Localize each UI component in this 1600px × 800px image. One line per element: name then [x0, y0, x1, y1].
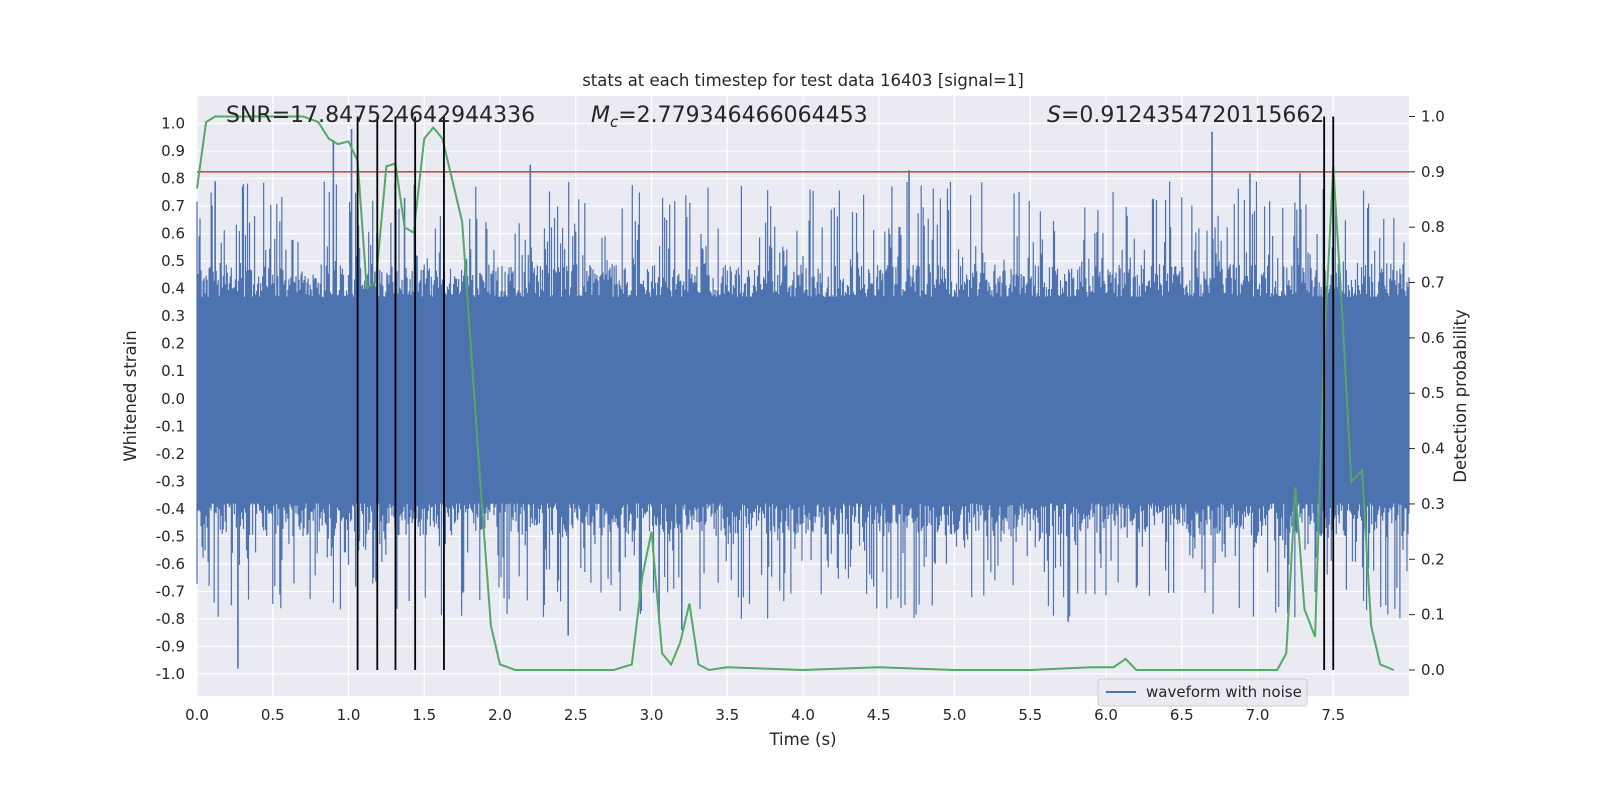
- y-tick-label-left: 1.0: [161, 115, 185, 133]
- x-tick-label: 0.0: [185, 706, 209, 724]
- y-tick-label-left: -0.2: [156, 445, 185, 463]
- y-tick-label-left: 0.6: [161, 225, 185, 243]
- y-tick-label-right: 0.2: [1421, 550, 1445, 568]
- snr-annotation: SNR=17.847524642944336: [226, 103, 535, 128]
- x-tick-label: 7.5: [1321, 706, 1345, 724]
- axes: 0.0 0.5 1.0 1.5 2.0 2.5 3.0 3.5 4.0 4.5 5.0 5.5 6.0 6…: [156, 107, 1445, 724]
- y-tick-label-left: 0.2: [161, 335, 185, 353]
- y-tick-label-left: -0.3: [156, 472, 185, 490]
- y-tick-label-left: -1.0: [156, 665, 185, 683]
- legend-box: [1097, 678, 1308, 707]
- y-tick-label-left: 0.0: [161, 390, 185, 408]
- x-tick-label: 1.0: [337, 706, 361, 724]
- y-tick-label-left: 0.3: [161, 307, 185, 325]
- y-tick-label-left: 0.1: [161, 362, 185, 380]
- y-tick-label-right: 0.0: [1421, 661, 1445, 679]
- x-tick-label: 5.0: [943, 706, 967, 724]
- y-tick-label-left: -0.8: [156, 610, 185, 628]
- y-tick-label-left: -0.5: [156, 527, 185, 545]
- x-tick-label: 4.5: [867, 706, 891, 724]
- y-tick-label-left: -0.1: [156, 417, 185, 435]
- waveform-core-band: [197, 296, 1409, 504]
- y-tick-label-right: 0.5: [1421, 384, 1445, 402]
- y-tick-label-left: 0.4: [161, 280, 185, 298]
- x-tick-label: 3.5: [715, 706, 739, 724]
- y-tick-label-left: -0.7: [156, 582, 185, 600]
- y-tick-label-right: 0.1: [1421, 606, 1445, 624]
- y-axis-label-left: Whitened strain: [121, 330, 140, 461]
- x-tick-label: 6.5: [1170, 706, 1194, 724]
- y-tick-label-right: 0.9: [1421, 163, 1445, 181]
- y-tick-label-right: 0.6: [1421, 329, 1445, 347]
- legend-label: waveform with noise: [1146, 683, 1302, 701]
- y-tick-label-left: 0.5: [161, 252, 185, 270]
- x-tick-label: 7.0: [1246, 706, 1270, 724]
- x-tick-label: 0.5: [261, 706, 285, 724]
- y-tick-label-right: 1.0: [1421, 107, 1445, 125]
- x-tick-label: 4.0: [791, 706, 815, 724]
- x-tick-label: 1.5: [412, 706, 436, 724]
- legend: waveform with noise: [1097, 678, 1308, 707]
- y-tick-label-right: 0.3: [1421, 495, 1445, 513]
- x-tick-label: 3.0: [640, 706, 664, 724]
- y-tick-label-left: 0.7: [161, 197, 185, 215]
- s-symbol: S: [1047, 103, 1061, 128]
- detection-probability-line: [196, 115, 1395, 672]
- x-tick-label: 2.0: [488, 706, 512, 724]
- chirp-mass-annotation: Mc=2.779346466064453: [591, 103, 868, 131]
- chirp-mass-symbol: M: [591, 103, 610, 128]
- s-annotation: S=0.9124354720115662: [1047, 103, 1324, 128]
- y-tick-label-right: 0.4: [1421, 440, 1445, 458]
- y-tick-label-left: -0.9: [156, 637, 185, 655]
- s-value: =0.9124354720115662: [1061, 103, 1324, 128]
- y-axis-label-right: Detection probability: [1451, 309, 1470, 483]
- chirp-mass-subscript: c: [610, 113, 619, 131]
- chirp-mass-value: =2.779346466064453: [618, 103, 867, 128]
- y-tick-label-right: 0.7: [1421, 274, 1445, 292]
- y-tick-label-right: 0.8: [1421, 218, 1445, 236]
- y-tick-label-left: -0.6: [156, 555, 185, 573]
- plot-marks: [196, 115, 1410, 672]
- x-tick-label: 2.5: [564, 706, 588, 724]
- x-tick-label: 6.0: [1094, 706, 1118, 724]
- chart-title: stats at each timestep for test data 164…: [582, 71, 1024, 90]
- y-tick-label-left: -0.4: [156, 500, 185, 518]
- y-tick-label-left: 0.9: [161, 142, 185, 160]
- y-tick-label-left: 0.8: [161, 170, 185, 188]
- x-axis-label: Time (s): [768, 730, 836, 749]
- x-tick-label: 5.5: [1018, 706, 1042, 724]
